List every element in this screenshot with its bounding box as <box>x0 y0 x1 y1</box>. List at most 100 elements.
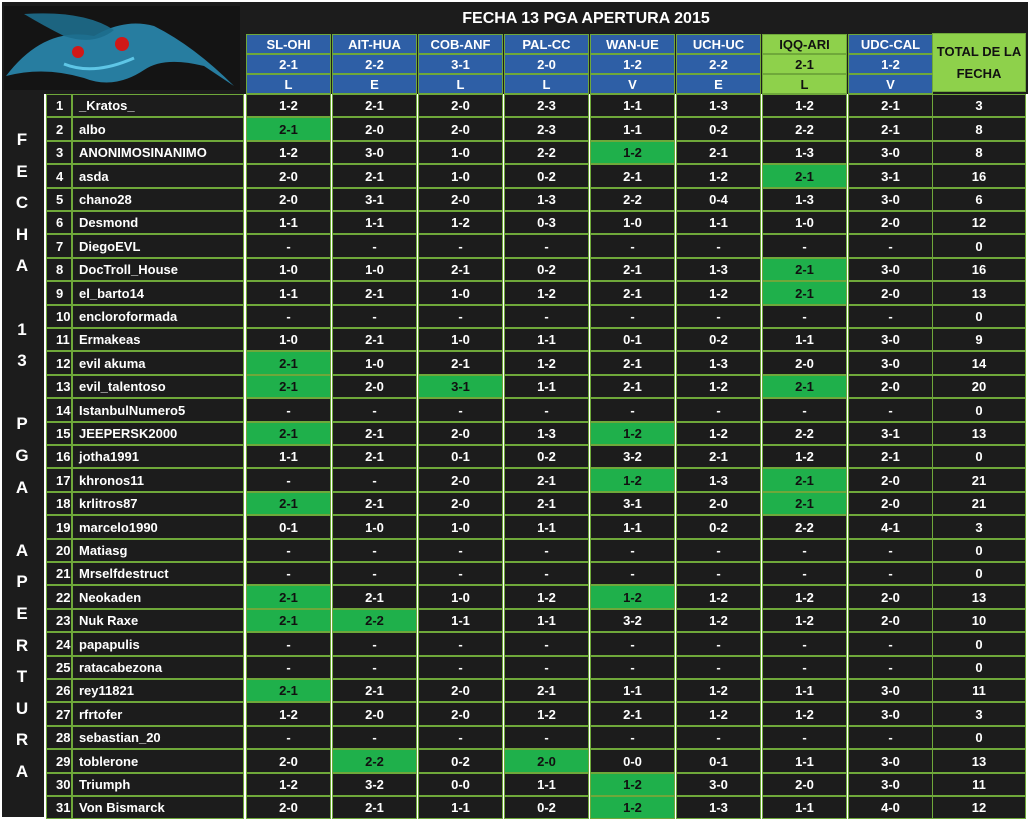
prediction-cell: 1-2 <box>590 422 675 445</box>
prediction-cell: 0-4 <box>676 188 761 211</box>
side-label-char: A <box>15 762 29 781</box>
prediction-cell: 2-2 <box>762 515 847 539</box>
total-cell: 0 <box>932 656 1026 679</box>
prediction-cell: 1-1 <box>676 211 761 234</box>
prediction-cell: - <box>246 726 331 749</box>
prediction-cell: 2-1 <box>504 492 589 515</box>
match-result: 2-2 <box>332 54 417 74</box>
prediction-cell: 1-2 <box>762 609 847 632</box>
prediction-cell: - <box>676 539 761 562</box>
row-number: 21 <box>46 562 72 585</box>
prediction-cell: - <box>504 398 589 422</box>
prediction-cell: 2-1 <box>676 141 761 164</box>
prediction-cell: - <box>246 398 331 422</box>
player-name: _Kratos_ <box>72 94 244 117</box>
prediction-cell: 2-1 <box>590 702 675 726</box>
prediction-cell: - <box>848 632 933 656</box>
total-cell: 0 <box>932 726 1026 749</box>
prediction-cell: 1-1 <box>246 281 331 305</box>
total-cell: 13 <box>932 281 1026 305</box>
row-number: 31 <box>46 796 72 819</box>
prediction-cell: - <box>762 398 847 422</box>
match-name: WAN-UE <box>590 34 675 54</box>
side-label-char: H <box>15 224 29 244</box>
prediction-cell: 1-1 <box>590 94 675 117</box>
prediction-cell: 3-0 <box>848 188 933 211</box>
row-number: 8 <box>46 258 72 281</box>
prediction-cell: 4-1 <box>848 515 933 539</box>
prediction-cell: 3-2 <box>590 445 675 468</box>
prediction-cell: 0-2 <box>504 796 589 819</box>
match-code: L <box>246 74 331 94</box>
row-number: 3 <box>46 141 72 164</box>
total-cell: 13 <box>932 585 1026 609</box>
prediction-cell: 2-1 <box>590 281 675 305</box>
prediction-cell: - <box>246 632 331 656</box>
prediction-cell: 1-1 <box>504 609 589 632</box>
match-name: UDC-CAL <box>848 34 933 54</box>
prediction-cell: - <box>676 562 761 585</box>
prediction-cell: 1-3 <box>676 351 761 375</box>
player-name: chano28 <box>72 188 244 211</box>
row-number: 1 <box>46 94 72 117</box>
prediction-cell: 2-1 <box>332 445 417 468</box>
prediction-cell: - <box>762 562 847 585</box>
prediction-cell: 0-2 <box>504 445 589 468</box>
prediction-cell: 1-2 <box>590 796 675 819</box>
player-name: asda <box>72 164 244 188</box>
side-label-char: T <box>16 667 28 687</box>
prediction-cell: 1-1 <box>762 749 847 773</box>
prediction-cell: 0-2 <box>504 258 589 281</box>
prediction-cell: 3-1 <box>848 422 933 445</box>
player-name: albo <box>72 117 244 141</box>
match-code: V <box>590 74 675 94</box>
total-cell: 16 <box>932 164 1026 188</box>
row-number: 12 <box>46 351 72 375</box>
player-name: IstanbulNumero5 <box>72 398 244 422</box>
side-label-char: 3 <box>17 351 27 371</box>
player-name: Matiasg <box>72 539 244 562</box>
prediction-cell: 3-2 <box>590 609 675 632</box>
prediction-cell: 2-0 <box>246 796 331 819</box>
prediction-cell: 3-0 <box>848 773 933 796</box>
prediction-cell: - <box>332 562 417 585</box>
prediction-cell: 3-1 <box>848 164 933 188</box>
prediction-cell: - <box>504 726 589 749</box>
total-cell: 10 <box>932 609 1026 632</box>
prediction-cell: 1-3 <box>504 188 589 211</box>
prediction-cell: 1-1 <box>246 211 331 234</box>
prediction-cell: 2-1 <box>332 328 417 351</box>
prediction-cell: 1-2 <box>676 422 761 445</box>
prediction-cell: 1-0 <box>246 258 331 281</box>
prediction-cell: 2-1 <box>246 351 331 375</box>
prediction-cell: 1-1 <box>590 515 675 539</box>
prediction-cell: - <box>504 539 589 562</box>
prediction-cell: 2-1 <box>590 164 675 188</box>
prediction-cell: 2-2 <box>762 422 847 445</box>
row-number: 19 <box>46 515 72 539</box>
prediction-cell: - <box>504 562 589 585</box>
prediction-cell: 1-1 <box>418 609 503 632</box>
match-code: L <box>504 74 589 94</box>
prediction-cell: 1-2 <box>676 375 761 398</box>
prediction-cell: 2-0 <box>332 117 417 141</box>
row-number: 16 <box>46 445 72 468</box>
prediction-cell: - <box>590 632 675 656</box>
prediction-cell: 1-2 <box>676 609 761 632</box>
row-number: 4 <box>46 164 72 188</box>
prediction-cell: - <box>504 305 589 328</box>
player-name: JEEPERSK2000 <box>72 422 244 445</box>
prediction-cell: - <box>848 539 933 562</box>
prediction-cell: 1-3 <box>676 796 761 819</box>
prediction-cell: 0-0 <box>418 773 503 796</box>
prediction-cell: 2-1 <box>848 94 933 117</box>
player-name: Neokaden <box>72 585 244 609</box>
prediction-cell: - <box>676 234 761 258</box>
prediction-cell: 1-2 <box>590 468 675 492</box>
prediction-cell: - <box>848 656 933 679</box>
prediction-cell: 1-3 <box>762 141 847 164</box>
prediction-cell: - <box>246 305 331 328</box>
prediction-cell: 1-1 <box>590 679 675 702</box>
prediction-cell: 3-0 <box>848 328 933 351</box>
